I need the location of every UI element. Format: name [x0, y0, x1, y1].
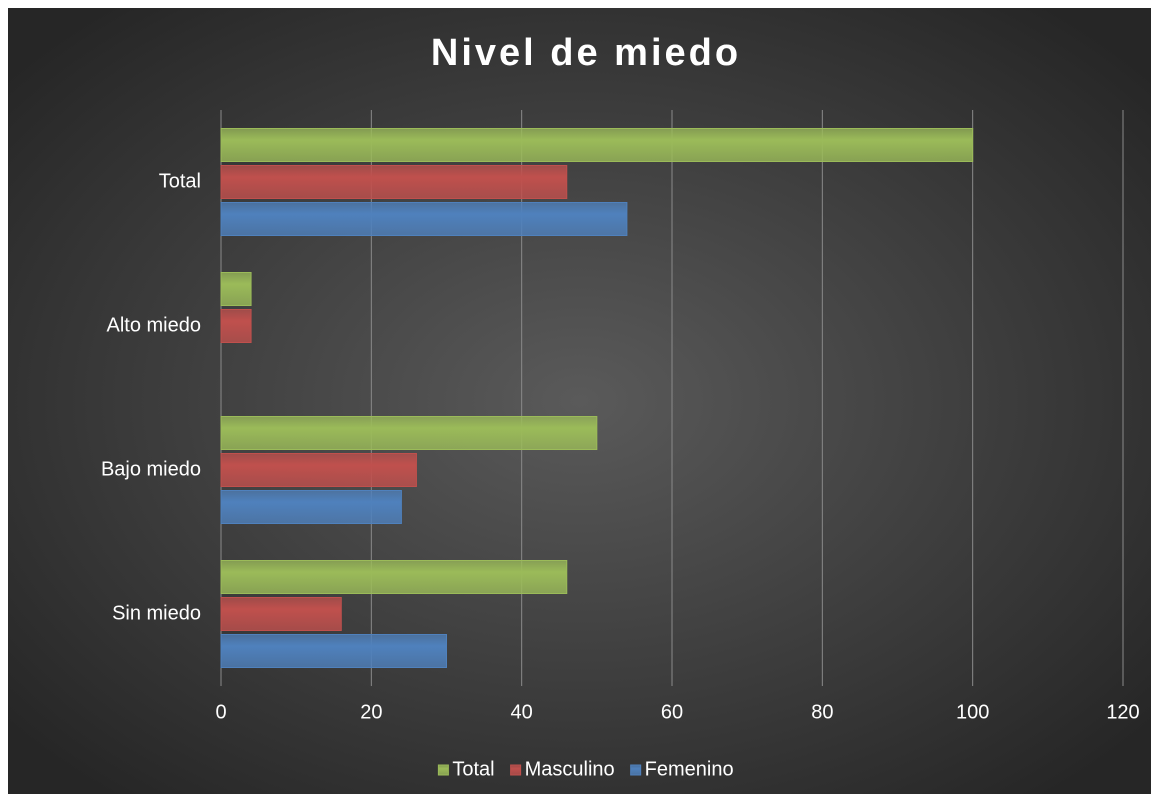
x-tick-label: 100: [956, 701, 989, 723]
bar: [220, 309, 252, 343]
legend-marker: [510, 764, 522, 776]
x-tick-label: 20: [360, 701, 382, 723]
legend-label: Masculino: [525, 758, 615, 780]
bar: [220, 634, 447, 668]
legend-marker: [630, 764, 642, 776]
x-tick-label: 0: [215, 701, 226, 723]
x-tick-label: 120: [1106, 701, 1139, 723]
bar: [220, 597, 342, 631]
x-tick-label: 80: [811, 701, 833, 723]
bar: [220, 165, 568, 199]
chart-title: Nivel de miedo: [431, 32, 741, 74]
legend-label: Femenino: [645, 758, 734, 780]
bar: [220, 560, 568, 594]
legend-label: Total: [452, 758, 494, 780]
bar: [220, 128, 974, 162]
bar: [220, 202, 628, 236]
bar: [220, 453, 417, 487]
y-tick-label: Sin miedo: [112, 602, 201, 624]
chart-background: [8, 8, 1151, 794]
x-tick-label: 60: [661, 701, 683, 723]
bar: [220, 272, 252, 306]
legend-marker: [437, 764, 449, 776]
bar: [220, 416, 598, 450]
y-tick-label: Alto miedo: [107, 314, 202, 336]
x-tick-label: 40: [511, 701, 533, 723]
bar: [220, 490, 402, 524]
y-tick-label: Bajo miedo: [101, 458, 201, 480]
y-tick-label: Total: [159, 170, 201, 192]
